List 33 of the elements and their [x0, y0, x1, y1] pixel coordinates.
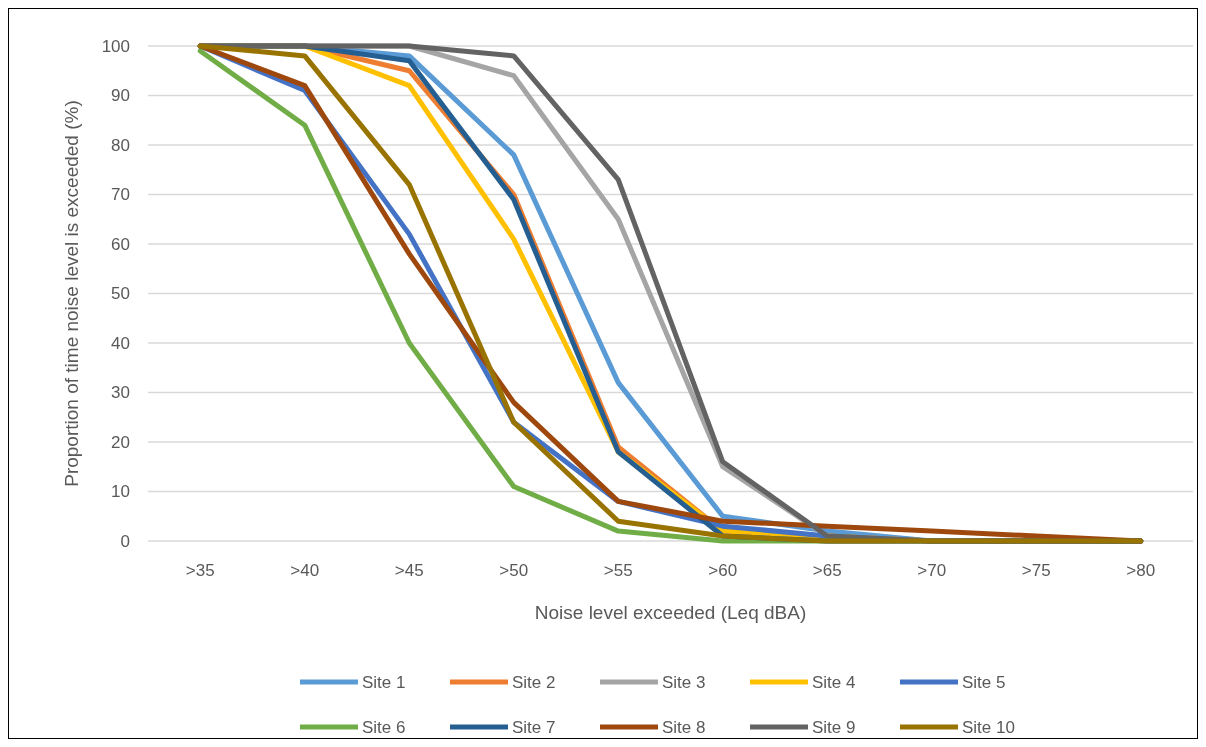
- x-tick-label: >60: [708, 561, 738, 580]
- y-tick-label: 50: [111, 284, 130, 304]
- legend-label: Site 7: [512, 717, 556, 737]
- legend-label: Site 2: [512, 672, 556, 692]
- x-axis-title: Noise level exceeded (Leq dBA): [534, 602, 807, 623]
- x-tick-label: >40: [290, 561, 320, 580]
- legend-label: Site 6: [362, 717, 406, 737]
- y-tick-label: 0: [120, 531, 130, 551]
- y-tick-label: 10: [111, 482, 130, 502]
- x-tick-label: >80: [1126, 561, 1156, 580]
- legend-label: Site 1: [362, 672, 406, 692]
- legend-label: Site 10: [962, 717, 1015, 737]
- legend-label: Site 4: [812, 672, 856, 692]
- x-tick-label: >65: [812, 561, 842, 580]
- y-tick-label: 90: [111, 86, 130, 106]
- legend-label: Site 5: [962, 672, 1006, 692]
- legend-label: Site 3: [662, 672, 706, 692]
- y-tick-label: 70: [111, 185, 130, 205]
- y-tick-label: 30: [111, 383, 130, 403]
- x-tick-label: >55: [603, 561, 633, 580]
- y-axis-title: Proportion of time noise level is exceeded (%): [61, 100, 82, 487]
- legend-label: Site 9: [812, 717, 856, 737]
- x-tick-label: >70: [917, 561, 947, 580]
- x-tick-label: >75: [1021, 561, 1051, 580]
- y-tick-label: 20: [111, 432, 130, 452]
- x-tick-label: >45: [394, 561, 424, 580]
- x-tick-label: >35: [185, 561, 215, 580]
- y-tick-label: 80: [111, 135, 130, 155]
- x-tick-label: >50: [499, 561, 529, 580]
- y-tick-label: 60: [111, 234, 130, 254]
- y-tick-label: 100: [101, 36, 130, 56]
- legend-label: Site 8: [662, 717, 706, 737]
- y-tick-label: 40: [111, 333, 130, 353]
